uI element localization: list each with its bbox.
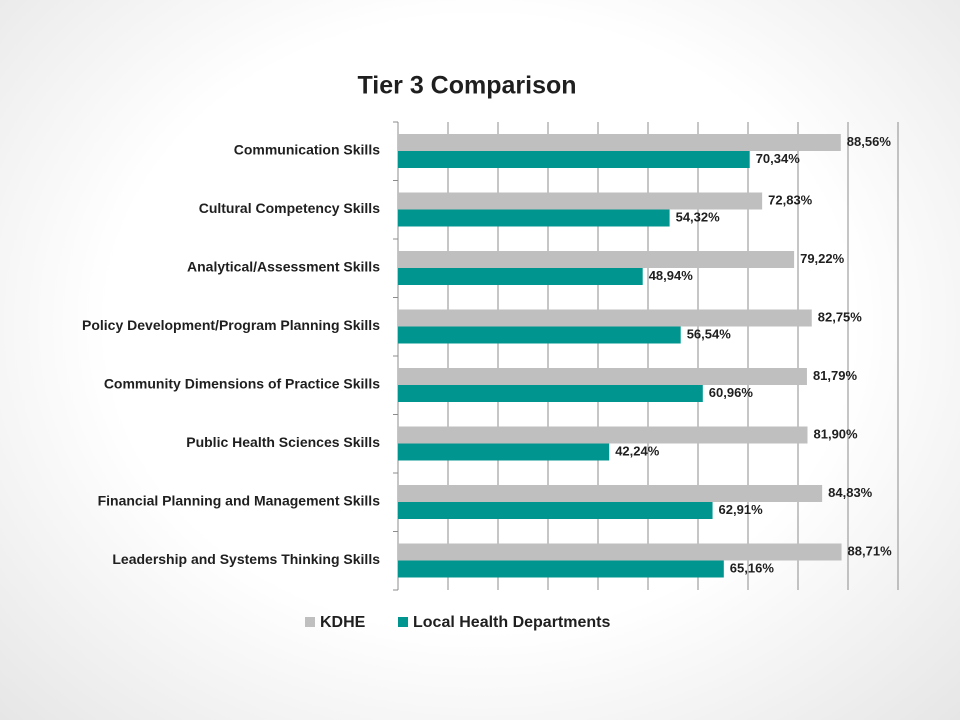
value-label: 42,24% [615,443,660,458]
bar [398,385,703,402]
bar [398,209,670,227]
bar [398,326,681,344]
legend-swatch [305,617,315,627]
bar [398,134,841,151]
bar [398,251,795,268]
category-label: Policy Development/Program Planning Skil… [82,317,380,333]
value-label: 60,96% [709,385,754,400]
value-label: 84,83% [828,485,873,500]
category-label: Leadership and Systems Thinking Skills [112,551,380,567]
value-label: 54,32% [676,209,721,224]
value-label: 48,94% [649,268,694,283]
category-label: Financial Planning and Management Skills [98,493,381,509]
bar [398,309,812,327]
legend-swatch [398,617,408,627]
value-label: 88,71% [848,543,893,558]
value-label: 79,22% [800,251,845,266]
category-label: Analytical/Assessment Skills [187,259,380,275]
value-label: 62,91% [719,502,764,517]
bar [398,485,823,502]
value-label: 82,75% [818,309,863,324]
bar [398,192,763,210]
chart-title: Tier 3 Comparison [357,72,576,100]
category-label: Cultural Competency Skills [199,200,380,216]
category-label: Communication Skills [234,142,380,158]
bar [398,368,807,385]
bar [398,426,808,444]
value-label: 70,34% [756,151,801,166]
legend-label: Local Health Departments [413,614,610,631]
category-label: Public Health Sciences Skills [186,434,380,450]
bar [398,268,643,285]
value-label: 81,79% [813,368,858,383]
bar [398,560,724,578]
bar [398,151,750,168]
bar [398,443,610,461]
value-label: 88,56% [847,134,892,149]
bar [398,502,713,519]
category-label: Community Dimensions of Practice Skills [104,376,380,392]
legend-label: KDHE [320,614,366,631]
value-label: 81,90% [814,426,859,441]
value-label: 65,16% [730,560,775,575]
value-label: 56,54% [687,326,732,341]
bar [398,543,842,561]
value-label: 72,83% [768,192,813,207]
